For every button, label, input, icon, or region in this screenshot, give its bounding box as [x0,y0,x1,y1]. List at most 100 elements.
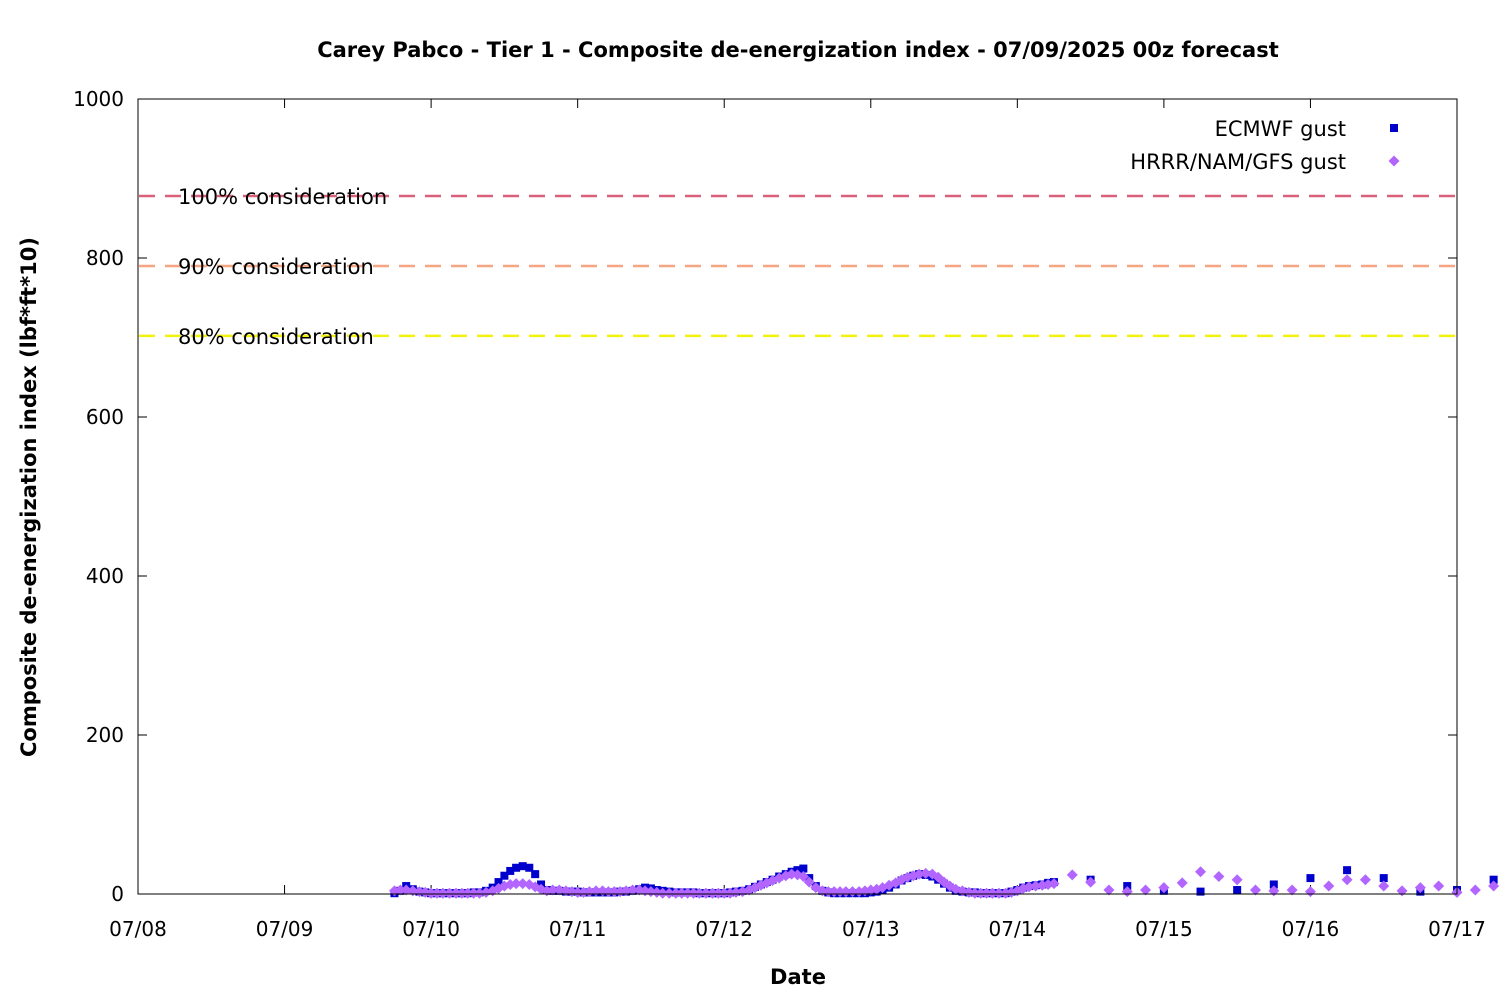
data-point [718,887,730,899]
data-point [1304,886,1316,898]
x-tick-label: 07/14 [989,917,1047,941]
data-point [443,887,455,899]
data-point [700,887,712,899]
data-point [986,887,998,899]
data-point [1196,887,1205,896]
data-point [1433,880,1445,892]
data-point [1195,866,1207,878]
data-point [1414,882,1426,894]
data-point [969,887,981,899]
data-point [531,870,540,879]
data-point [1249,884,1261,896]
x-tick-label: 07/13 [842,917,900,941]
data-point [553,884,565,896]
x-axis-label: Date [770,965,826,989]
data-point [1341,874,1353,886]
y-tick-label: 600 [86,405,124,429]
data-point [510,878,522,890]
plot-frame [137,98,1458,895]
x-tick-label: 07/16 [1282,917,1340,941]
data-point [706,887,718,899]
data-point [525,863,534,872]
data-point [687,887,699,899]
data-point [518,862,527,871]
data-point [1048,878,1060,890]
data-point [517,878,529,890]
data-point [431,887,443,899]
data-point [1158,882,1170,894]
data-point [627,884,639,896]
data-point [913,868,925,880]
data-point [993,887,1005,899]
x-tick-label: 07/08 [109,917,167,941]
data-point [450,887,462,899]
chart-title: Carey Pabco - Tier 1 - Composite de-ener… [317,38,1279,62]
data-point [572,886,584,898]
data-point [473,887,485,899]
data-point [799,864,808,873]
data-point [494,878,503,887]
data-point [1396,885,1408,897]
data-point [547,884,559,896]
data-point [1140,884,1152,896]
data-point [1066,869,1078,881]
data-point [693,887,705,899]
data-point [676,887,688,899]
data-point [1176,877,1188,889]
data-point [1343,866,1352,875]
data-point [1378,880,1390,892]
data-point [663,887,675,899]
data-point [1213,871,1225,883]
data-point [657,887,669,899]
legend: ECMWF gust HRRR/NAM/GFS gust [1130,117,1400,174]
data-point [1023,881,1035,893]
data-point [712,887,724,899]
data-series [388,862,1500,899]
data-point [1233,886,1242,895]
data-point [437,887,449,899]
data-point [400,884,412,896]
legend-label: HRRR/NAM/GFS gust [1130,150,1346,174]
data-point [803,876,815,888]
consideration-label: 90% consideration [178,255,374,279]
data-point [981,887,993,899]
data-point [682,887,694,899]
data-point [512,863,521,872]
data-point [1030,880,1042,892]
data-point [1103,884,1115,896]
legend-marker [1390,124,1398,132]
legend-label: ECMWF gust [1215,117,1346,141]
data-point [1469,884,1481,896]
data-point [500,871,509,880]
data-point [1323,880,1335,892]
x-tick-label: 07/15 [1135,917,1193,941]
data-point [797,871,809,883]
y-tick-label: 400 [86,564,124,588]
data-point [1123,882,1132,891]
data-point [975,887,987,899]
data-point [670,887,682,899]
data-point [425,887,437,899]
data-point [1269,880,1278,889]
consideration-label: 100% consideration [178,185,387,209]
y-tick-label: 200 [86,723,124,747]
consideration-label: 80% consideration [178,325,374,349]
x-tick-label: 07/11 [549,917,607,941]
y-tick-label: 0 [111,882,124,906]
y-axis-ticks: 0 200 400 600 800 1000 [73,87,1457,906]
data-point [462,887,474,899]
data-point [920,867,932,879]
x-tick-label: 07/09 [256,917,314,941]
data-point [506,866,515,875]
y-axis-label: Composite de-energization index (lbf*ft*… [17,237,41,757]
x-tick-label: 07/12 [695,917,753,941]
data-point [1085,876,1097,888]
data-point [394,884,406,896]
data-point [1488,880,1500,892]
data-point [468,887,480,899]
data-point [1379,874,1388,883]
data-point [1231,874,1243,886]
legend-marker [1388,155,1400,167]
